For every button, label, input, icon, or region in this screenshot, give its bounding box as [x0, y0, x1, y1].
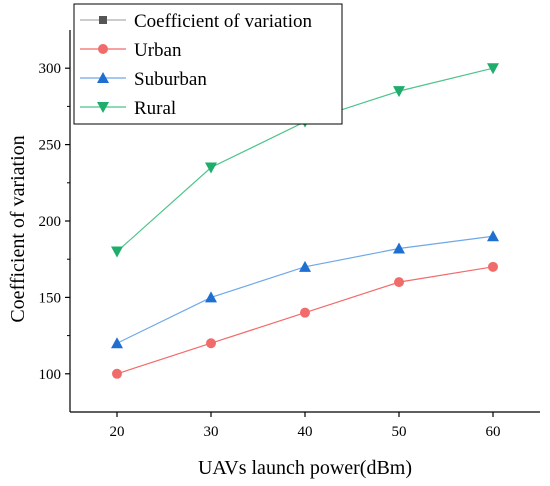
series-layer: [111, 63, 499, 379]
y-tick-label: 200: [39, 214, 62, 230]
y-tick-label: 300: [39, 61, 62, 77]
legend-label: Suburban: [134, 69, 207, 90]
data-point: [111, 246, 123, 258]
series-line: [116, 266, 494, 375]
legend-title-marker: [99, 16, 107, 24]
data-point: [206, 338, 216, 349]
x-axis-label: UAVs launch power(dBm): [198, 457, 412, 479]
data-point: [205, 162, 217, 174]
legend-label: Urban: [134, 40, 182, 61]
x-tick-label: 50: [392, 424, 407, 440]
series-urban: [112, 261, 498, 379]
legend-items: Urban Suburban Rural: [80, 40, 207, 119]
legend-item-suburban: Suburban: [80, 69, 207, 90]
data-point: [393, 242, 405, 254]
y-tick-label: 150: [39, 290, 62, 306]
x-tick-label: 20: [110, 424, 125, 440]
y-axis-label: Coefficient of variation: [7, 135, 29, 322]
legend-item-urban: Urban: [80, 40, 182, 61]
series-suburban: [111, 230, 499, 349]
x-tick-label: 60: [486, 424, 501, 440]
y-axis-ticks: 100 150 200 250 300: [39, 61, 70, 383]
data-point: [299, 260, 311, 272]
legend-item-rural: Rural: [80, 98, 176, 119]
legend-title: Coefficient of variation: [134, 11, 312, 32]
data-point: [205, 291, 217, 303]
data-point: [111, 337, 123, 349]
legend: Coefficient of variation Urban Suburban Ru…: [73, 3, 343, 125]
data-point: [487, 63, 499, 75]
y-tick-label: 250: [39, 138, 62, 154]
legend-title-row: Coefficient of variation: [80, 11, 312, 32]
data-point: [300, 307, 310, 318]
legend-label: Rural: [134, 98, 176, 119]
y-tick-label: 100: [39, 367, 62, 383]
legend-marker: [98, 44, 108, 54]
legend-marker: [97, 72, 109, 83]
data-point: [488, 261, 498, 272]
data-point: [394, 277, 404, 288]
legend-marker: [97, 102, 109, 113]
x-tick-label: 30: [204, 424, 219, 440]
x-axis-ticks: 20 30 40 50 60: [110, 412, 501, 440]
data-point: [487, 230, 499, 242]
data-point: [112, 368, 122, 379]
x-tick-label: 40: [298, 424, 313, 440]
series-line: [116, 235, 494, 344]
legend-box: [73, 3, 343, 125]
data-point: [393, 86, 405, 98]
